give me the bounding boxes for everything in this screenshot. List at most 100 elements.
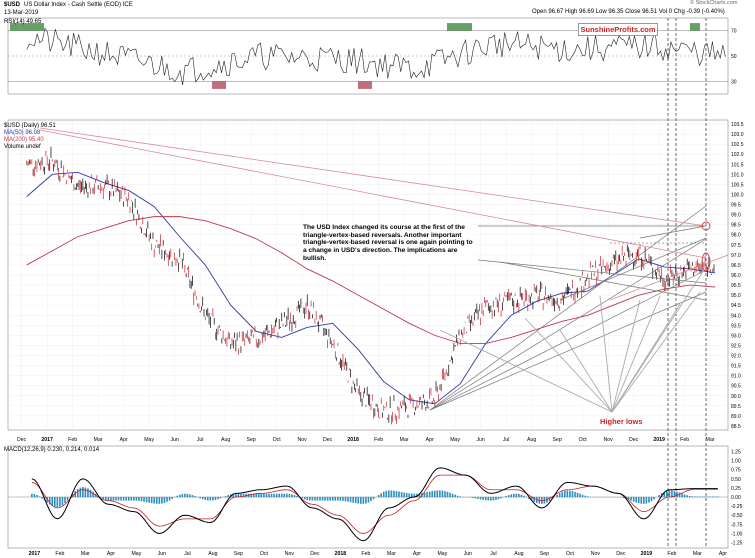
macd-histogram-bar [260,493,263,498]
x-axis-mid-label: 2018 [347,437,359,443]
macd-histogram-bar [709,496,711,498]
macd-histogram-bar [337,497,339,501]
macd-histogram-bar [278,493,280,498]
macd-histogram-bar [561,491,564,498]
red-trendline [39,127,707,227]
macd-tick-label: 1.25 [731,449,741,455]
macd-histogram-bar [505,495,507,498]
macd-histogram-bar [487,497,490,501]
macd-histogram-bar [556,494,558,498]
macd-histogram-bar [663,491,666,498]
macd-histogram-bar [668,490,671,498]
x-axis-bottom-label: Mar [81,551,90,557]
macd-histogram-bar [166,497,168,502]
price-tick-label: 96.0 [731,273,741,279]
macd-histogram-bar [199,497,201,499]
x-axis-mid-label: Dec [323,437,333,443]
macd-histogram-bar [201,497,204,500]
macd-tick-label: -1.00 [731,531,743,537]
macd-histogram-bar [433,490,436,498]
macd-histogram-bar [242,493,245,498]
macd-histogram-bar [171,497,173,499]
price-tick-label: 88.5 [731,424,741,430]
macd-histogram-bar [671,490,673,498]
x-axis-bottom-label: Dec [616,551,626,557]
macd-histogram-bar [189,494,191,498]
macd-histogram-bar [456,495,459,498]
rsi-tick-label: 30 [731,79,737,85]
macd-histogram-bar [56,497,59,508]
macd-histogram-bar [293,495,296,498]
macd-line [31,467,718,542]
macd-histogram-bar [252,493,255,498]
macd-histogram-bar [400,492,403,498]
macd-histogram-bar [138,497,140,501]
macd-histogram-bar [482,497,484,500]
macd-histogram-bar [258,493,260,498]
macd-histogram-bar [309,497,311,501]
price-tick-label: 98.0 [731,233,741,239]
macd-histogram-bar [87,488,89,498]
rsi-oversold-fill [358,81,372,89]
macd-histogram-bar [643,497,645,504]
macd-histogram-bar [102,497,105,500]
macd-histogram-bar [255,493,258,498]
macd-histogram-bar [168,497,171,501]
x-axis-bottom-label: Apr [107,551,115,557]
red-trendline [609,254,729,301]
x-axis-bottom-label: Aug [514,551,523,557]
x-axis-mid-label: May [450,437,460,443]
macd-histogram-bar [250,493,252,498]
macd-histogram-bar [120,497,122,501]
macd-histogram-bar [76,489,79,498]
macd-histogram-bar [286,493,288,498]
x-axis-bottom-label: May [131,551,141,557]
macd-histogram-bar [280,493,283,498]
macd-tick-label: -1.25 [731,541,743,547]
macd-histogram-bar [153,497,156,504]
macd-histogram-bar [150,497,153,504]
macd-histogram-bar [125,497,127,501]
gray-trendline [429,238,707,411]
higher-lows-pointer [611,299,641,413]
reversal-ellipse [701,252,711,272]
macd-histogram-bar [339,497,342,501]
macd-histogram-bar [127,497,130,501]
x-axis-bottom-label: 2018 [335,551,347,557]
macd-histogram-bar [558,493,561,498]
rsi-overbought-fill [447,23,472,31]
rsi-overbought-fill [10,23,44,31]
credit: © StockCharts.com [690,0,738,6]
price-tick-label: 89.0 [731,414,741,420]
macd-histogram-bar [133,497,135,501]
x-axis-mid-label: Jun [170,437,178,443]
price-tick-label: 90.5 [731,384,741,390]
macd-histogram-bar [184,493,186,498]
rsi-line [26,27,726,86]
macd-histogram-bar [209,497,212,501]
macd-histogram-bar [653,497,655,500]
macd-histogram-bar [439,490,441,498]
macd-histogram-bar [311,497,314,501]
macd-histogram-bar [571,491,574,498]
macd-histogram-bar [275,493,278,498]
ma200-line [26,216,716,344]
macd-histogram-bar [36,494,38,498]
macd-histogram-bar [686,495,688,498]
x-axis-mid-label: Apr [426,437,434,443]
price-tick-label: 94.5 [731,303,741,309]
macd-histogram-bar [186,493,189,498]
higher-lows-label: Higher lows [599,417,644,426]
macd-histogram-bar [99,497,102,498]
x-axis-mid-label: Mar [94,437,103,443]
macd-histogram-bar [158,497,161,504]
macd-histogram-bar [217,497,219,500]
price-tick-label: 102.0 [731,152,744,158]
macd-histogram-bar [630,497,632,501]
macd-histogram-bar [214,497,217,500]
price-tick-label: 99.0 [731,213,741,219]
x-axis-mid-label: Jun [476,437,484,443]
price-tick-label: 101.5 [731,162,744,168]
price-tick-label: 93.0 [731,333,741,339]
macd-histogram-bar [204,497,207,500]
